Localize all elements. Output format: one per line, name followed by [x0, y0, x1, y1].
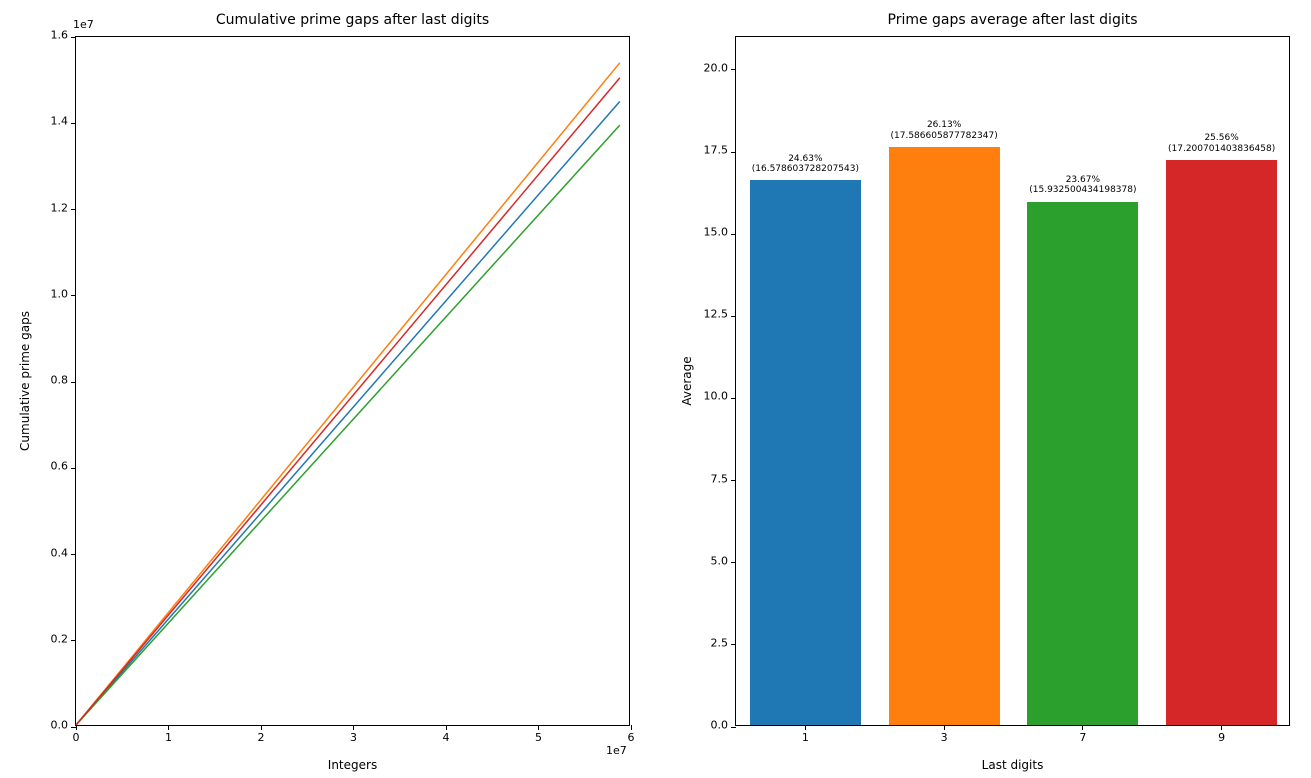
line-chart-y-tick: 0.4 [51, 546, 69, 559]
line-chart-x-tick: 0 [73, 731, 80, 744]
line-chart-cumulative-gaps: 01234560.00.20.40.60.81.01.21.41.6 [75, 36, 630, 726]
bar-chart-x-tick: 9 [1218, 731, 1225, 744]
line-chart-plot-area [76, 37, 629, 725]
bar-chart-title: Prime gaps average after last digits [887, 12, 1137, 28]
bar-chart-y-tick: 7.5 [711, 472, 729, 485]
line-chart-x-tick: 3 [350, 731, 357, 744]
line-chart-x-offset-text: 1e7 [606, 744, 627, 757]
bar-chart-x-tick: 7 [1079, 731, 1086, 744]
line-chart-x-tick: 4 [443, 731, 450, 744]
line-series-digit-3 [76, 63, 620, 725]
bar-annotation-digit-3: 26.13%(17.586605877782347) [891, 120, 998, 141]
line-chart-y-tick: 1.6 [51, 29, 69, 42]
bar-chart-y-tick: 5.0 [711, 554, 729, 567]
bar-chart-y-tick: 20.0 [704, 61, 729, 74]
bar-chart-ylabel: Average [680, 356, 694, 405]
bar-digit-9 [1166, 160, 1277, 725]
bar-digit-1 [750, 180, 861, 725]
bar-chart-xlabel: Last digits [982, 758, 1044, 772]
line-chart-x-tick: 5 [535, 731, 542, 744]
bar-annotation-digit-7: 23.67%(15.932500434198378) [1029, 175, 1136, 196]
line-chart-title: Cumulative prime gaps after last digits [216, 12, 489, 28]
bar-chart-average-gaps: 13790.02.55.07.510.012.515.017.520.024.6… [735, 36, 1290, 726]
bar-digit-7 [1027, 202, 1138, 725]
bar-annotation-digit-1: 24.63%(16.578603728207543) [752, 154, 859, 175]
bar-chart-y-tick: 12.5 [704, 308, 729, 321]
line-chart-y-tick: 0.8 [51, 374, 69, 387]
line-chart-y-tick: 1.0 [51, 287, 69, 300]
line-chart-y-tick: 1.4 [51, 115, 69, 128]
bar-chart-y-tick: 15.0 [704, 226, 729, 239]
bar-digit-3 [889, 147, 1000, 725]
line-chart-x-tick: 6 [628, 731, 635, 744]
line-series-digit-9 [76, 78, 620, 725]
line-chart-x-tick: 2 [258, 731, 265, 744]
line-chart-x-tick: 1 [165, 731, 172, 744]
line-chart-y-tick: 0.6 [51, 460, 69, 473]
line-chart-y-tick: 1.2 [51, 201, 69, 214]
bar-chart-y-tick: 0.0 [711, 719, 729, 732]
bar-annotation-digit-9: 25.56%(17.200701403836458) [1168, 133, 1275, 154]
bar-chart-y-tick: 10.0 [704, 390, 729, 403]
line-chart-xlabel: Integers [328, 758, 377, 772]
line-chart-y-tick: 0.0 [51, 719, 69, 732]
line-series-digit-1 [76, 102, 620, 726]
line-chart-y-tick: 0.2 [51, 632, 69, 645]
bar-chart-y-tick: 2.5 [711, 636, 729, 649]
bar-chart-y-tick: 17.5 [704, 144, 729, 157]
line-chart-ylabel: Cumulative prime gaps [18, 311, 32, 451]
line-chart-y-offset-text: 1e7 [73, 18, 94, 31]
line-series-digit-7 [76, 125, 620, 725]
bar-chart-x-tick: 1 [802, 731, 809, 744]
bar-chart-x-tick: 3 [941, 731, 948, 744]
